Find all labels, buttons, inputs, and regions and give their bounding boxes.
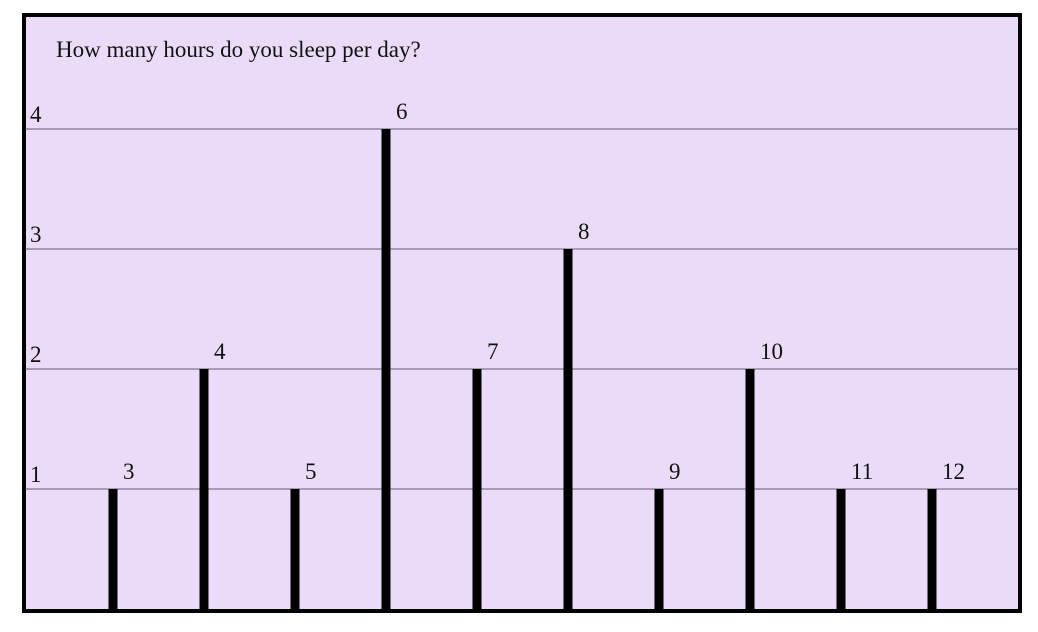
bar-label: 12 [942,459,965,484]
gridlines [26,128,1018,490]
bar-label: 7 [487,339,499,364]
chart-title: How many hours do you sleep per day? [56,37,421,62]
bar-label: 10 [760,339,783,364]
bar-10 [745,369,755,609]
y-tick-label: 4 [30,102,42,127]
bar-label: 9 [669,459,681,484]
bar-5 [290,489,300,609]
bar-7 [472,369,482,609]
bar-labels: 3 4 5 6 7 8 9 10 11 12 [123,99,965,484]
y-tick-labels: 1 2 3 4 [30,102,42,487]
bars [108,129,937,609]
bar-label: 5 [305,459,317,484]
bar-label: 4 [214,339,226,364]
y-tick-label: 2 [30,342,42,367]
bar-11 [836,489,846,609]
bar-9 [654,489,664,609]
bar-4 [199,369,209,609]
bar-label: 8 [578,219,590,244]
bar-12 [927,489,937,609]
bar-label: 3 [123,459,135,484]
bar-6 [381,129,391,609]
bar-label: 6 [396,99,408,124]
y-tick-label: 3 [30,222,42,247]
bar-8 [563,249,573,609]
bar-3 [108,489,118,609]
y-tick-label: 1 [30,462,42,487]
bar-label: 11 [851,459,873,484]
